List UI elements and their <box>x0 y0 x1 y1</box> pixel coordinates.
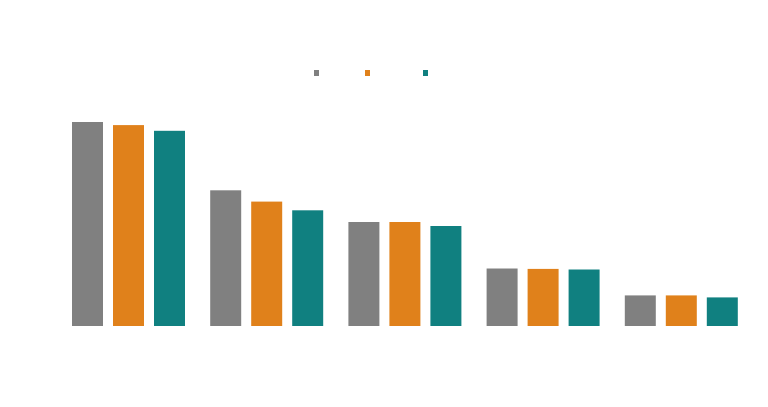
bar-series-2-group-1 <box>113 125 144 326</box>
legend-marker-series-1 <box>314 70 319 76</box>
legend-marker-series-3 <box>423 70 428 76</box>
bar-series-1-group-5 <box>624 295 656 326</box>
bar-series-3-group-1 <box>154 130 185 326</box>
bar-series-2-group-3 <box>389 222 421 326</box>
bar-series-2-group-5 <box>665 295 697 326</box>
plot-area <box>72 122 738 326</box>
bar-series-1-group-4 <box>486 268 518 326</box>
bar-series-1-group-1 <box>72 122 103 326</box>
bar-series-2-group-4 <box>527 268 559 326</box>
bar-series-3-group-4 <box>568 269 600 326</box>
bar-series-1-group-2 <box>210 190 242 326</box>
bar-series-3-group-2 <box>292 210 324 326</box>
bar-series-2-group-2 <box>251 201 283 326</box>
legend <box>314 70 428 76</box>
legend-marker-series-2 <box>365 70 370 76</box>
bar-series-1-group-3 <box>348 222 380 326</box>
bar-series-3-group-3 <box>430 226 462 326</box>
bar-series-3-group-5 <box>706 297 738 326</box>
